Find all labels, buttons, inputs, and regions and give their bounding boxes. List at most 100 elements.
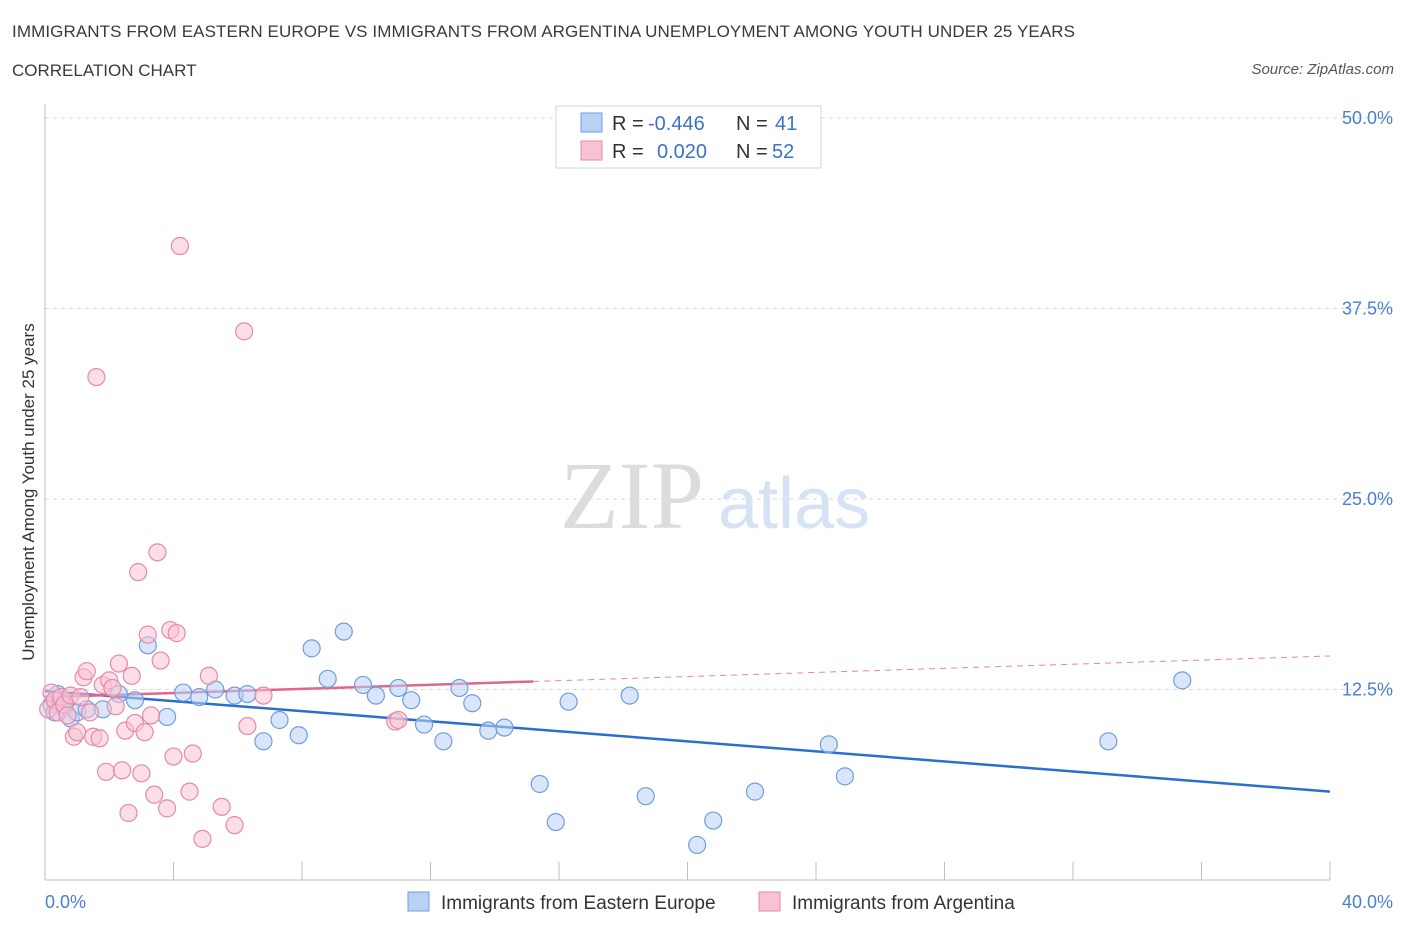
data-point-blue	[479, 721, 498, 740]
data-point-blue	[463, 694, 482, 713]
data-point-pink	[58, 706, 77, 725]
grid-lines	[45, 117, 1390, 690]
source-credit: Source: ZipAtlas.com	[1251, 61, 1394, 78]
data-point-blue	[819, 735, 838, 754]
data-point-pink	[212, 797, 231, 816]
trend-line-blue	[44, 689, 1331, 793]
data-point-pink	[238, 716, 257, 736]
watermark: ZIP atlas	[560, 442, 870, 549]
data-point-blue	[289, 726, 308, 745]
data-point-pink	[145, 785, 164, 804]
data-point-blue	[835, 767, 855, 786]
data-points	[39, 236, 1192, 855]
data-point-pink	[167, 624, 186, 643]
legend-r-label-1: R =	[612, 113, 644, 135]
data-point-blue	[530, 774, 549, 794]
data-point-pink	[164, 747, 183, 766]
data-point-blue	[334, 622, 353, 641]
legend-n-value-2: 52	[772, 141, 794, 163]
legend-n-value-1: 41	[775, 113, 797, 135]
data-point-pink	[199, 666, 218, 685]
data-point-pink	[132, 764, 151, 783]
watermark-zip: ZIP	[560, 442, 704, 549]
series-legend: Immigrants from Eastern Europe Immigrant…	[407, 891, 1015, 914]
data-point-pink	[129, 563, 148, 582]
data-point-pink	[87, 367, 106, 387]
data-point-blue	[1173, 671, 1192, 690]
series-legend-label-1: Immigrants from Eastern Europe	[441, 893, 716, 914]
data-point-blue	[366, 686, 385, 705]
data-point-blue	[546, 812, 565, 832]
data-point-pink	[148, 543, 167, 562]
legend-r-value-2: 0.020	[657, 141, 707, 163]
data-point-blue	[353, 675, 373, 695]
data-point-blue	[318, 669, 337, 688]
data-point-pink	[68, 723, 87, 742]
data-point-blue	[434, 732, 453, 751]
data-point-pink	[235, 322, 254, 341]
y-tick-label: 37.5%	[1342, 299, 1393, 319]
data-point-blue	[174, 683, 193, 702]
data-point-pink	[170, 236, 190, 256]
data-point-blue	[389, 678, 408, 698]
axes	[44, 104, 1331, 881]
data-point-pink	[106, 697, 125, 716]
data-point-pink	[122, 666, 141, 685]
data-point-pink	[193, 829, 212, 848]
data-point-blue	[302, 639, 321, 658]
data-point-blue	[620, 686, 639, 705]
data-point-blue	[157, 707, 177, 727]
data-point-blue	[450, 678, 469, 698]
trend-lines	[44, 655, 1331, 793]
data-point-blue	[190, 688, 209, 707]
data-point-blue	[238, 684, 257, 704]
data-point-pink	[90, 729, 109, 748]
x-tick-label: 40.0%	[1342, 892, 1393, 912]
y-tick-labels: 12.5% 25.0% 37.5% 50.0%	[1342, 108, 1393, 700]
data-point-blue	[704, 811, 723, 830]
data-point-blue	[270, 710, 289, 730]
chart-title: IMMIGRANTS FROM EASTERN EUROPE VS IMMIGR…	[12, 22, 1076, 41]
data-point-pink	[254, 686, 273, 705]
legend-n-label-1: N =	[736, 113, 768, 135]
data-point-pink	[71, 688, 90, 707]
correlation-legend: R = -0.446 N = 41 R = 0.020 N = 52	[555, 105, 822, 169]
data-point-pink	[77, 662, 96, 681]
x-tick-label: 0.0%	[45, 892, 86, 912]
data-point-blue	[1099, 732, 1118, 751]
data-point-blue	[745, 782, 765, 801]
data-point-pink	[141, 706, 161, 725]
series-legend-label-2: Immigrants from Argentina	[792, 893, 1015, 914]
data-point-blue	[254, 732, 273, 751]
data-point-pink	[138, 625, 157, 644]
data-point-blue	[414, 715, 434, 734]
data-point-blue	[125, 691, 145, 710]
legend-swatch-pink	[580, 140, 603, 161]
data-point-blue	[636, 787, 655, 806]
watermark-atlas: atlas	[718, 464, 870, 544]
data-point-pink	[80, 703, 100, 722]
legend-n-label-2: N =	[736, 141, 768, 163]
chart-subtitle: CORRELATION CHART	[12, 61, 197, 80]
legend-swatch-blue	[580, 112, 603, 133]
data-point-blue	[688, 835, 707, 855]
series-legend-swatch-blue	[407, 891, 430, 912]
data-point-pink	[157, 799, 177, 818]
x-tick-labels: 0.0% 40.0%	[45, 892, 1393, 912]
data-point-pink	[103, 678, 122, 698]
data-point-pink	[389, 710, 408, 730]
y-tick-label: 12.5%	[1342, 680, 1393, 700]
data-point-pink	[225, 816, 244, 835]
data-point-blue	[559, 692, 578, 711]
trend-line-extension-pink	[533, 655, 1331, 682]
data-point-pink	[109, 654, 128, 673]
data-point-pink	[135, 723, 154, 742]
y-tick-label: 25.0%	[1342, 489, 1393, 509]
y-tick-label: 50.0%	[1342, 108, 1393, 128]
series-legend-swatch-pink	[758, 891, 781, 912]
data-point-pink	[151, 651, 170, 670]
legend-r-label-2: R =	[612, 141, 644, 163]
data-point-pink	[180, 782, 199, 801]
data-point-pink	[96, 762, 116, 781]
